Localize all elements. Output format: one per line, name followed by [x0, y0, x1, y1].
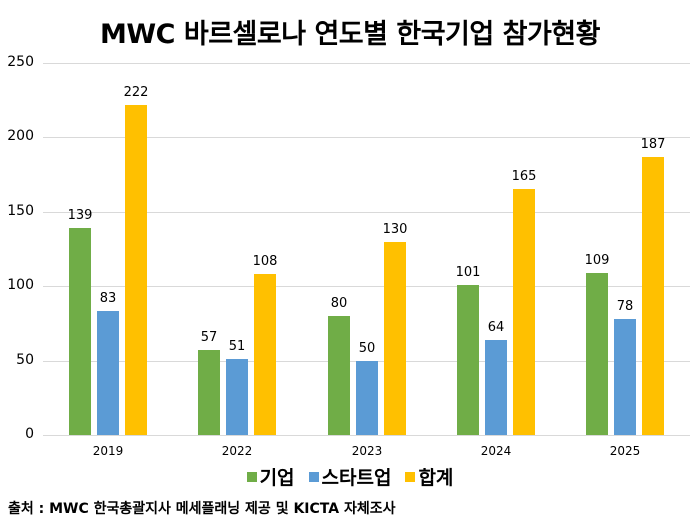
- bar-2025-1: [614, 319, 636, 435]
- bar-2024-2: [513, 189, 535, 435]
- data-label: 64: [487, 320, 505, 335]
- gridline: [43, 212, 690, 213]
- data-label: 50: [358, 341, 376, 356]
- bar-2023-0: [328, 316, 350, 435]
- data-label: 57: [200, 330, 218, 345]
- data-label: 130: [382, 222, 408, 237]
- y-tick-label: 150: [7, 203, 34, 219]
- bar-2022-1: [226, 359, 248, 435]
- plot-area: 0 50 100 150 200 250 139 83 222 2019 57 51 108 2022 80…: [7, 54, 690, 458]
- bar-2025-0: [586, 273, 608, 435]
- gridline: [43, 286, 690, 287]
- bar-2019-1: [97, 311, 119, 435]
- data-label: 78: [616, 299, 634, 314]
- gridline: [43, 63, 690, 64]
- legend-item: 합계: [405, 463, 453, 490]
- x-tick-label: 2022: [221, 444, 253, 458]
- data-label: 187: [640, 137, 666, 152]
- data-label: 101: [455, 265, 481, 280]
- bar-2019-0: [69, 228, 91, 435]
- data-label: 51: [228, 339, 246, 354]
- bar-2025-2: [642, 157, 664, 435]
- y-tick-label: 50: [16, 352, 34, 368]
- legend-swatch-icon: [405, 471, 416, 482]
- legend: 기업 스타트업 합계: [0, 463, 700, 490]
- legend-label: 기업: [259, 467, 295, 489]
- legend-item: 기업: [246, 463, 295, 490]
- x-tick-label: 2024: [480, 444, 512, 458]
- chart-title: MWC 바르셀로나 연도별 한국기업 참가현황: [99, 19, 601, 50]
- bar-2024-1: [485, 340, 507, 435]
- y-tick-label: 250: [7, 54, 34, 70]
- legend-swatch-icon: [246, 471, 257, 482]
- data-label: 109: [584, 253, 610, 268]
- y-tick-label: 100: [7, 277, 34, 293]
- bar-2022-0: [198, 350, 220, 435]
- x-tick-label: 2025: [609, 444, 641, 458]
- bar-2019-2: [125, 105, 147, 435]
- data-label: 83: [99, 291, 117, 306]
- gridline: [43, 137, 690, 138]
- data-label: 139: [67, 208, 93, 223]
- y-tick-label: 200: [7, 128, 34, 144]
- legend-item: 스타트업: [308, 463, 392, 490]
- bar-2023-2: [384, 242, 406, 435]
- bar-2023-1: [356, 361, 378, 435]
- bar-2022-2: [254, 274, 276, 435]
- y-tick-label: 0: [25, 426, 34, 442]
- legend-label: 합계: [418, 467, 454, 489]
- x-tick-label: 2023: [351, 444, 383, 458]
- legend-swatch-icon: [308, 471, 319, 482]
- bar-2024-0: [457, 285, 479, 435]
- legend-label: 스타트업: [321, 467, 392, 489]
- data-label: 108: [252, 254, 278, 269]
- x-tick-label: 2019: [92, 444, 124, 458]
- data-label: 165: [511, 169, 537, 184]
- data-label: 222: [123, 85, 149, 100]
- gridline: [43, 435, 690, 436]
- source-note: 출처 : MWC 한국총괄지사 메세플래닝 제공 및 KICTA 자체조사: [8, 501, 396, 517]
- data-label: 80: [330, 296, 348, 311]
